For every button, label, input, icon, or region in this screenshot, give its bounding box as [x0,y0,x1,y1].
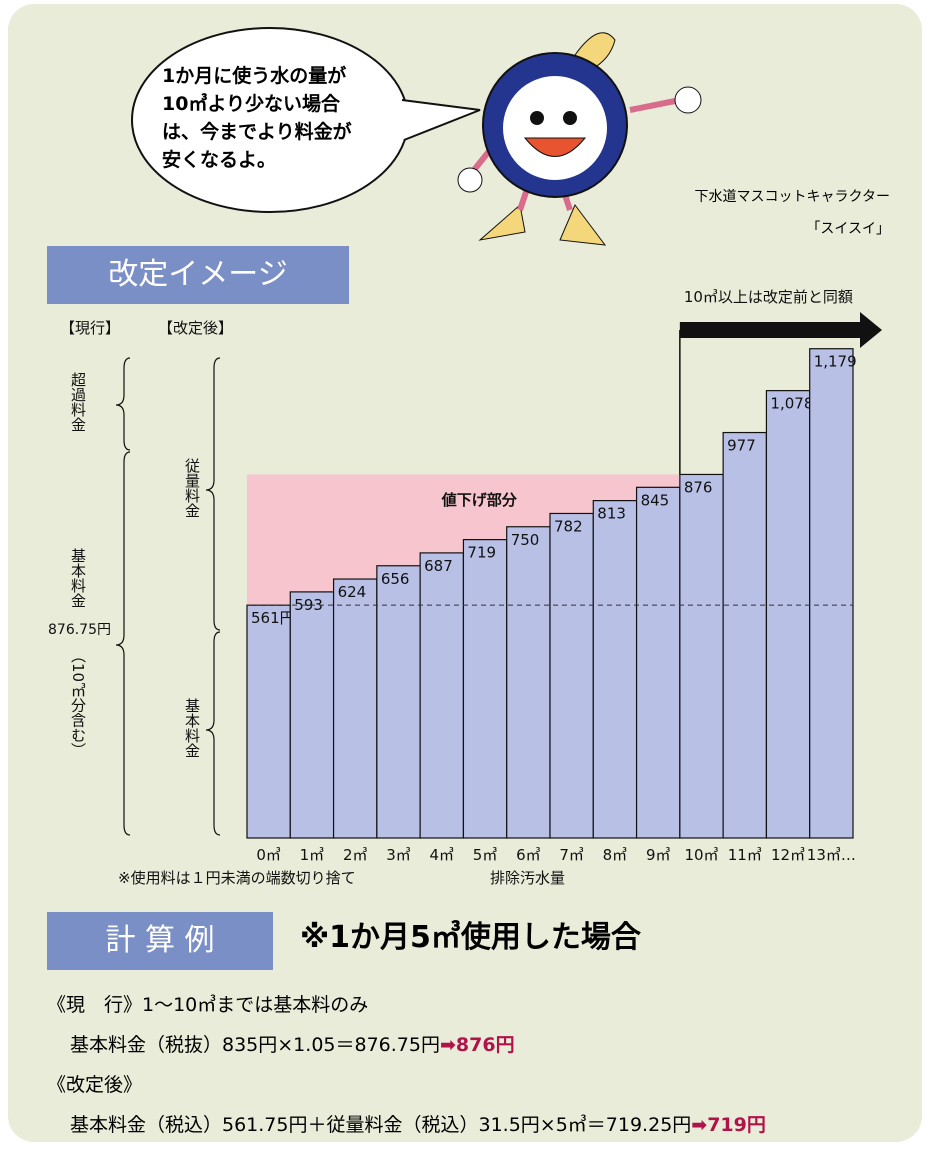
x-tick-label: 8㎥ [603,846,628,864]
calc-title: 計 算 例 [47,912,273,970]
calc-current: 基本料金（税抜）835円×1.05＝876.75円➡876円 [70,1030,515,1057]
label-basic-note: （10㎥分含む） [69,648,87,757]
bubble-line: 10㎥より少ない場合 [162,93,341,115]
value-label: 593 [294,596,323,614]
bar [809,348,854,839]
bubble-line: 1か月に使う水の量が [162,65,347,87]
label-volume-fee: 従量料金 [183,458,201,518]
label-revised: 【改定後】 [158,319,233,337]
bar [592,500,638,839]
plot: 値下げ部分 561円 0㎥ 593 1㎥ 624 2㎥ 656 3㎥ 687 4㎥ 719 5㎥ 750 6… [246,288,882,864]
calc-current-heading: 《現 行》1～10㎥までは基本料のみ [47,994,369,1016]
label-excess: 超過料金 [69,372,87,432]
speech-bubble: 1か月に使う水の量が 10㎥より少ない場合 は、今までより料金が 安くなるよ。 [162,62,352,174]
value-label: 561円 [251,609,295,627]
brace [205,357,221,631]
bubble-tail-joint [400,106,408,136]
value-label: 977 [727,437,756,455]
mascot-name: 「スイスイ」 [806,221,890,237]
bubble-tail [401,99,481,141]
bar [462,539,508,839]
bar [419,552,465,839]
x-axis-label: 排除汚水量 [490,869,565,887]
brace [205,631,221,836]
x-tick-label: 0㎥ [256,846,281,864]
value-label: 656 [381,570,410,588]
bar [332,578,378,839]
calc-revised-heading: 《改定後》 [47,1074,143,1096]
bar [722,431,768,839]
bar [679,473,724,839]
x-tick-label: 1㎥ [300,846,325,864]
formula: 基本料金（税抜）835円×1.05＝876.75円 [70,1034,440,1056]
value-label: 1,179 [814,353,857,371]
x-tick-label: 7㎥ [559,846,584,864]
result: ➡876円 [439,1034,515,1056]
x-tick-label: 2㎥ [343,846,368,864]
label-current: 【現行】 [60,319,120,337]
result: ➡719円 [691,1114,766,1136]
bar [506,526,551,839]
x-tick-label: 13㎥… [807,846,856,864]
brace [115,357,131,451]
same-arrow [679,312,882,348]
value-label: 813 [597,505,626,523]
same-label: 10㎥以上は改定前と同額 [684,288,853,306]
reduction-label: 値下げ部分 [441,491,518,509]
formula: 基本料金（税込）561.75円＋従量料金（税込）31.5円×5㎥＝719.25円 [70,1114,692,1136]
x-tick-label: 3㎥ [386,846,411,864]
bubble-line: 安くなるよ。 [162,149,277,171]
section-title: 改定イメージ [47,246,349,304]
x-tick-label: 5㎥ [473,846,498,864]
value-label: 719 [467,544,496,562]
value-label: 782 [554,517,583,535]
x-tick-label: 4㎥ [430,846,455,864]
bar [635,486,681,839]
bar [549,512,594,839]
label-basic-current: 基本料金 [69,548,87,608]
calc-revised: 基本料金（税込）561.75円＋従量料金（税込）31.5円×5㎥＝719.25円… [70,1110,766,1137]
bar [376,565,421,839]
value-label: 624 [338,583,367,601]
value-label: 1,078 [770,395,813,413]
brace [115,451,131,836]
x-tick-label: 10㎥ [684,846,718,864]
mascot [457,32,702,246]
value-label: 687 [424,557,453,575]
value-label: 845 [641,491,670,509]
value-label: 750 [511,531,540,549]
x-tick-label: 11㎥ [728,846,762,864]
value-label: 876 [684,478,713,496]
bar [289,591,335,839]
calc-subtitle: ※1か月5㎥使用した場合 [300,920,641,955]
x-tick-label: 12㎥ [771,846,805,864]
mascot-caption: 下水道マスコットキャラクター [694,189,890,205]
label-basic-amount: 876.75円 [48,622,111,638]
bar [765,390,811,839]
label-basic-revised: 基本料金 [183,698,201,758]
bubble-line: は、今までより料金が [162,121,352,143]
chart-note: ※使用料は１円未満の端数切り捨て [118,869,356,887]
brackets [115,357,221,836]
x-tick-label: 6㎥ [516,846,541,864]
x-tick-label: 9㎥ [646,846,671,864]
bar [246,604,291,839]
